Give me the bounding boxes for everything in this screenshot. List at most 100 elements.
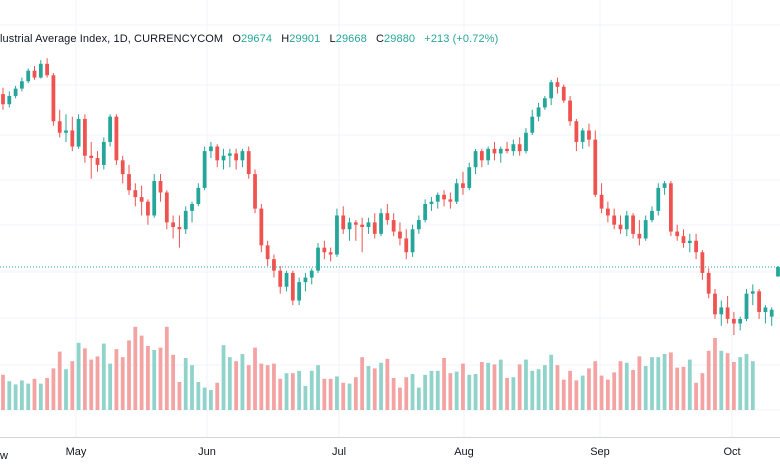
candle-body — [196, 187, 201, 204]
volume-bar — [278, 378, 283, 410]
volume-bar — [725, 353, 730, 410]
candle-body — [290, 272, 295, 301]
volume-bar — [662, 354, 667, 410]
volume-bar — [322, 378, 327, 410]
candle-body — [246, 151, 251, 175]
x-tick-may: May — [65, 446, 87, 458]
volume-bar — [643, 366, 648, 410]
volume-bar — [549, 354, 554, 410]
candle-body — [574, 121, 579, 142]
volume-bar — [618, 361, 623, 410]
candle-body — [542, 98, 547, 108]
candle-body — [750, 291, 755, 294]
volume-bar — [7, 381, 12, 410]
volume-bar — [360, 357, 365, 410]
candle-body — [385, 213, 390, 221]
change-value: +213 (+0.72%) — [424, 33, 499, 45]
candlesticks — [1, 58, 780, 335]
candle-body — [234, 153, 239, 161]
candle-body — [662, 183, 667, 188]
volume-bar — [253, 347, 257, 410]
candle-body — [612, 215, 617, 225]
volume-bar — [555, 365, 560, 410]
candle-body — [379, 213, 383, 234]
candle-body — [650, 210, 654, 221]
candle-body — [593, 139, 598, 195]
candle-body — [253, 174, 257, 209]
candle-body — [492, 148, 497, 154]
candle-body — [461, 183, 465, 188]
candle-body — [757, 291, 761, 313]
volume-bar — [328, 378, 333, 410]
volume-bar — [706, 350, 711, 410]
candle-body — [26, 70, 31, 82]
candle-body — [13, 88, 18, 96]
candle-body — [183, 210, 188, 230]
volume-bar — [435, 370, 440, 410]
candle-body — [505, 148, 509, 152]
candle-body — [410, 229, 415, 253]
volume-bar — [70, 361, 75, 410]
volume-bar — [511, 377, 516, 410]
candle-body — [769, 309, 774, 317]
candle-body — [517, 144, 522, 152]
volume-bar — [297, 370, 302, 410]
candle-body — [687, 240, 692, 244]
volume-bar — [517, 364, 522, 410]
candle-body — [372, 222, 377, 234]
candle-body — [568, 100, 572, 122]
candle-body — [278, 270, 283, 287]
volume-bar — [26, 383, 31, 410]
volume-bar — [542, 365, 547, 410]
volume-bar — [114, 349, 119, 410]
volume-bar — [656, 357, 661, 410]
volume-bar — [13, 384, 18, 410]
candle-body — [605, 208, 610, 216]
volume-bar — [637, 356, 642, 410]
candle-body — [511, 144, 516, 152]
candle-body — [20, 81, 24, 89]
candle-body — [524, 132, 528, 152]
volume-bar — [675, 367, 680, 410]
candle-body — [353, 222, 358, 225]
candle-body — [265, 245, 270, 260]
candle-body — [675, 231, 680, 237]
candle-body — [448, 199, 453, 202]
volume-bar — [215, 382, 220, 410]
volume-bar — [347, 383, 352, 410]
close-label: C — [376, 33, 385, 45]
volume-bar — [177, 382, 182, 410]
volume-bar — [479, 362, 484, 410]
x-tick-sep: Sep — [590, 446, 610, 458]
volume-bar — [719, 350, 724, 410]
candle-body — [64, 130, 68, 133]
candle-body — [240, 151, 245, 161]
volume-bar — [404, 377, 409, 410]
volume-bar — [20, 380, 24, 410]
candle-body — [429, 201, 434, 204]
candle-body — [164, 192, 169, 223]
volume-bar — [498, 359, 503, 410]
volume-bar — [398, 387, 402, 410]
candle-body — [95, 158, 100, 165]
volume-bar — [316, 365, 320, 410]
candle-body — [776, 266, 780, 277]
volume-bar — [681, 366, 686, 410]
candle-body — [580, 130, 585, 142]
candle-body — [328, 252, 333, 255]
x-tick-jun: Jun — [198, 446, 216, 458]
candle-body — [335, 215, 339, 255]
volume-bar — [587, 368, 591, 410]
volume-bar — [631, 370, 635, 410]
volume-bar — [694, 382, 698, 410]
candle-body — [700, 252, 705, 273]
open-value: 29674 — [240, 33, 273, 45]
candle-body — [221, 155, 226, 161]
candle-body — [561, 86, 566, 101]
volume-bar — [240, 354, 245, 410]
volume-bar — [1, 374, 5, 410]
chart-grid — [0, 0, 780, 437]
volume-bar — [146, 346, 150, 410]
volume-bar — [158, 347, 163, 410]
